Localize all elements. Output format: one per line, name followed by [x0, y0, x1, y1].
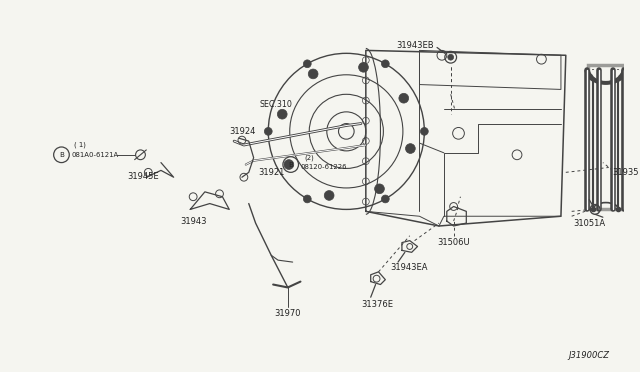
Text: 31943EB: 31943EB — [397, 41, 434, 50]
Text: 31921: 31921 — [259, 168, 285, 177]
Circle shape — [420, 128, 428, 135]
Text: 31943EA: 31943EA — [390, 263, 428, 272]
Circle shape — [284, 160, 294, 169]
Text: B: B — [288, 161, 293, 167]
Text: B: B — [59, 152, 64, 158]
Circle shape — [448, 54, 454, 60]
Circle shape — [381, 60, 389, 68]
Text: SEC.310: SEC.310 — [260, 100, 292, 109]
Text: 31506U: 31506U — [437, 238, 470, 247]
Text: 31935: 31935 — [612, 168, 639, 177]
Text: 081A0-6121A: 081A0-6121A — [71, 152, 118, 158]
Text: (2): (2) — [305, 154, 314, 161]
Circle shape — [264, 128, 272, 135]
Circle shape — [406, 144, 415, 153]
Text: 31924: 31924 — [229, 127, 255, 136]
Circle shape — [399, 93, 409, 103]
Text: ( 1): ( 1) — [74, 142, 86, 148]
Circle shape — [303, 60, 311, 68]
Text: 31943: 31943 — [180, 217, 207, 226]
Circle shape — [374, 184, 385, 194]
Text: 31970: 31970 — [275, 309, 301, 318]
Text: 31376E: 31376E — [361, 299, 393, 308]
Circle shape — [324, 190, 334, 201]
Circle shape — [381, 195, 389, 203]
Circle shape — [358, 62, 369, 72]
Text: 08120-61226: 08120-61226 — [300, 164, 347, 170]
Circle shape — [308, 69, 318, 79]
Text: 31051A: 31051A — [573, 219, 605, 228]
Circle shape — [277, 109, 287, 119]
Text: J31900CZ: J31900CZ — [569, 351, 610, 360]
Text: 31945E: 31945E — [127, 172, 159, 181]
Circle shape — [303, 195, 311, 203]
